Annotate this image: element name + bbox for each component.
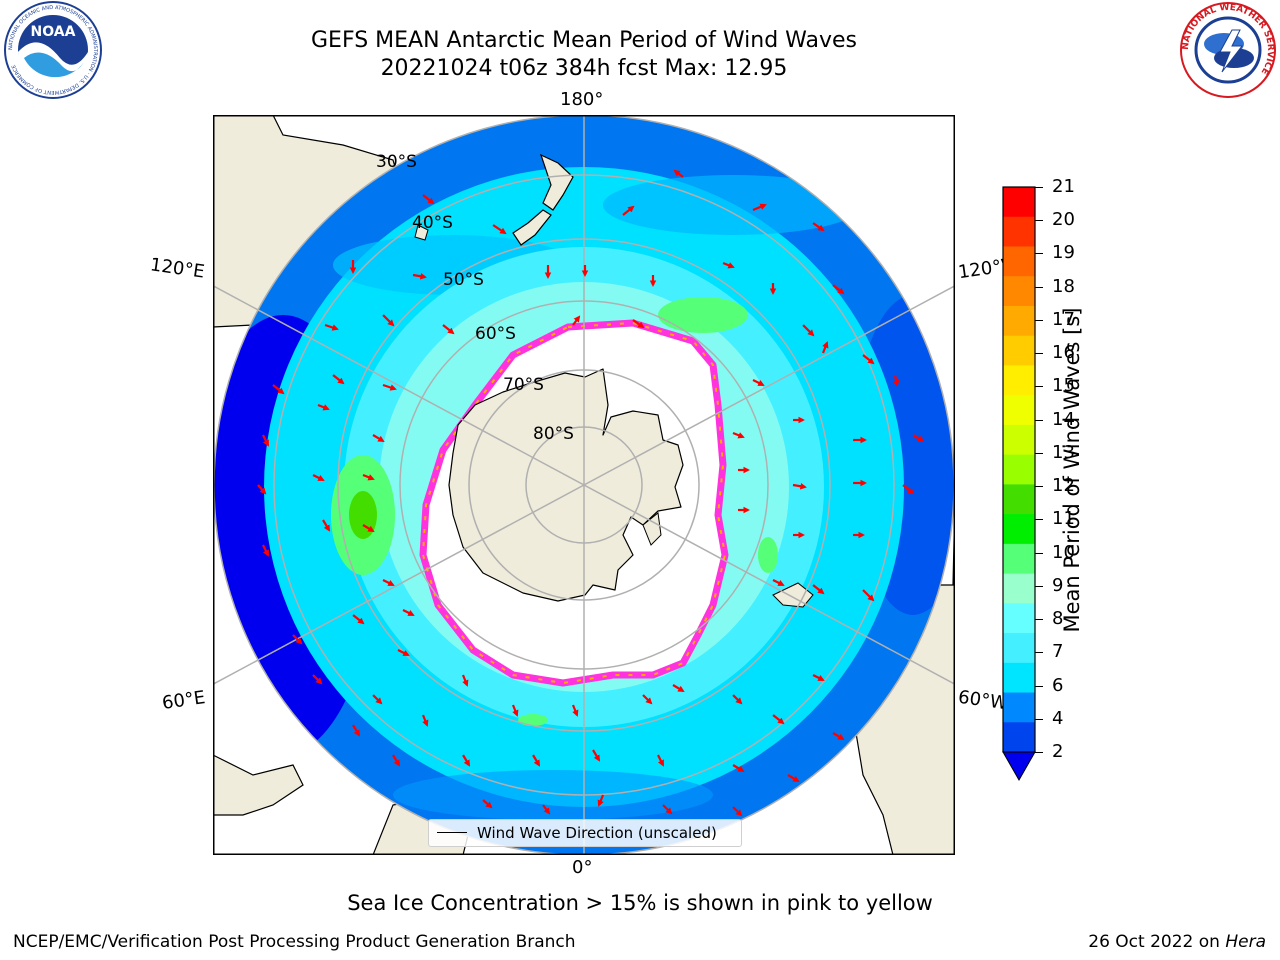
colorbar-segment <box>1003 424 1035 456</box>
colorbar-tick-mark <box>1035 253 1043 255</box>
legend-text: Wind Wave Direction (unscaled) <box>477 824 717 842</box>
colorbar-tick-mark <box>1035 319 1043 321</box>
colorbar-tick: 4 <box>1052 707 1064 729</box>
lon-label-0: 0° <box>572 857 593 878</box>
noaa-logo-icon: NOAA NATIONAL OCEANIC AND ATMOSPHERIC AD… <box>4 1 102 99</box>
colorbar-tick-mark <box>1035 585 1043 587</box>
antarctica <box>448 368 684 602</box>
map-legend: Wind Wave Direction (unscaled) <box>428 819 742 847</box>
colorbar-tick: 6 <box>1052 674 1064 696</box>
colorbar <box>1002 186 1036 782</box>
lat-label-30s: 30°S <box>376 152 417 172</box>
chart-subtitle: 20221024 t06z 384h fcst Max: 12.95 <box>380 56 788 81</box>
new-zealand-north <box>539 153 574 211</box>
colorbar-segment <box>1003 603 1035 634</box>
colorbar-tick-mark <box>1035 452 1043 454</box>
colorbar-tick: 7 <box>1052 641 1064 663</box>
new-zealand-south <box>512 209 552 246</box>
colorbar-tick-mark <box>1035 187 1043 188</box>
colorbar-segment <box>1003 722 1035 753</box>
colorbar-tick: 10 <box>1052 541 1075 563</box>
nws-logo-icon: NATIONAL WEATHER SERVICE <box>1180 2 1276 98</box>
colorbar-tick-mark <box>1035 685 1043 687</box>
lon-label-60e: 60°E <box>160 687 207 714</box>
colorbar-segment <box>1003 692 1035 723</box>
colorbar-segment <box>1003 395 1035 426</box>
lon-label-180: 180° <box>560 89 604 110</box>
colorbar-tick: 18 <box>1052 275 1075 297</box>
colorbar-segment <box>1003 276 1035 307</box>
footer-date-text: 26 Oct 2022 on <box>1088 932 1226 952</box>
colorbar-tick: 13 <box>1052 441 1075 463</box>
colorbar-segment <box>1003 543 1035 575</box>
colorbar-tick-mark <box>1035 486 1043 488</box>
colorbar-tick-mark <box>1035 552 1043 554</box>
colorbar-tick: 17 <box>1052 308 1075 330</box>
lat-label-50s: 50°S <box>443 270 484 290</box>
footer-host: Hera <box>1225 932 1266 952</box>
colorbar-tick: 2 <box>1052 741 1064 762</box>
colorbar-segment <box>1003 633 1035 664</box>
lat-label-60s: 60°S <box>475 324 516 344</box>
polar-map <box>213 115 955 855</box>
colorbar-segment <box>1003 454 1035 485</box>
colorbar-tick-mark <box>1035 718 1043 720</box>
colorbar-segment <box>1003 365 1035 396</box>
colorbar-segment <box>1003 246 1035 277</box>
colorbar-segment <box>1003 484 1035 515</box>
colorbar-tick-mark <box>1035 386 1043 388</box>
graticule <box>213 115 955 855</box>
legend-line-icon <box>437 832 467 833</box>
colorbar-segment <box>1003 514 1035 545</box>
lon-label-120e: 120°E <box>148 254 206 283</box>
colorbar-tick: 12 <box>1052 475 1075 497</box>
map-frame <box>213 115 955 855</box>
chart-title: GEFS MEAN Antarctic Mean Period of Wind … <box>311 28 857 53</box>
colorbar-tick-mark <box>1035 519 1043 521</box>
colorbar-tick-mark <box>1035 353 1043 355</box>
colorbar-segment <box>1003 216 1035 248</box>
colorbar-tick-mark <box>1035 752 1043 753</box>
noaa-logo-text: NOAA <box>31 24 76 40</box>
colorbar-label: Mean Period of Wind Waves [s] <box>1060 307 1084 633</box>
colorbar-segment <box>1003 662 1035 694</box>
sea-ice-note: Sea Ice Concentration > 15% is shown in … <box>347 891 933 915</box>
colorbar-segment <box>1003 335 1035 367</box>
wind-wave-arrows <box>257 169 925 817</box>
colorbar-tick-mark <box>1035 619 1043 621</box>
colorbar-segment <box>1003 305 1035 337</box>
footer-date: 26 Oct 2022 on Hera <box>1088 932 1266 952</box>
colorbar-tick-mark <box>1035 286 1043 288</box>
colorbar-tick: 20 <box>1052 209 1075 231</box>
colorbar-tick: 19 <box>1052 242 1075 264</box>
colorbar-tick: 11 <box>1052 508 1075 530</box>
colorbar-segment <box>1003 573 1035 604</box>
colorbar-tick: 16 <box>1052 342 1075 364</box>
footer-credit: NCEP/EMC/Verification Post Processing Pr… <box>13 932 576 952</box>
colorbar-segment <box>1003 187 1035 218</box>
colorbar-tick-mark <box>1035 220 1043 222</box>
lat-label-70s: 70°S <box>503 375 544 395</box>
lat-label-40s: 40°S <box>412 213 453 233</box>
colorbar-tick: 21 <box>1052 176 1075 197</box>
colorbar-tick: 15 <box>1052 375 1075 397</box>
colorbar-tick: 14 <box>1052 408 1075 430</box>
colorbar-tick-mark <box>1035 652 1043 654</box>
colorbar-tick-mark <box>1035 419 1043 421</box>
lat-label-80s: 80°S <box>533 424 574 444</box>
colorbar-tick: 9 <box>1052 574 1064 596</box>
colorbar-tick: 8 <box>1052 608 1064 630</box>
